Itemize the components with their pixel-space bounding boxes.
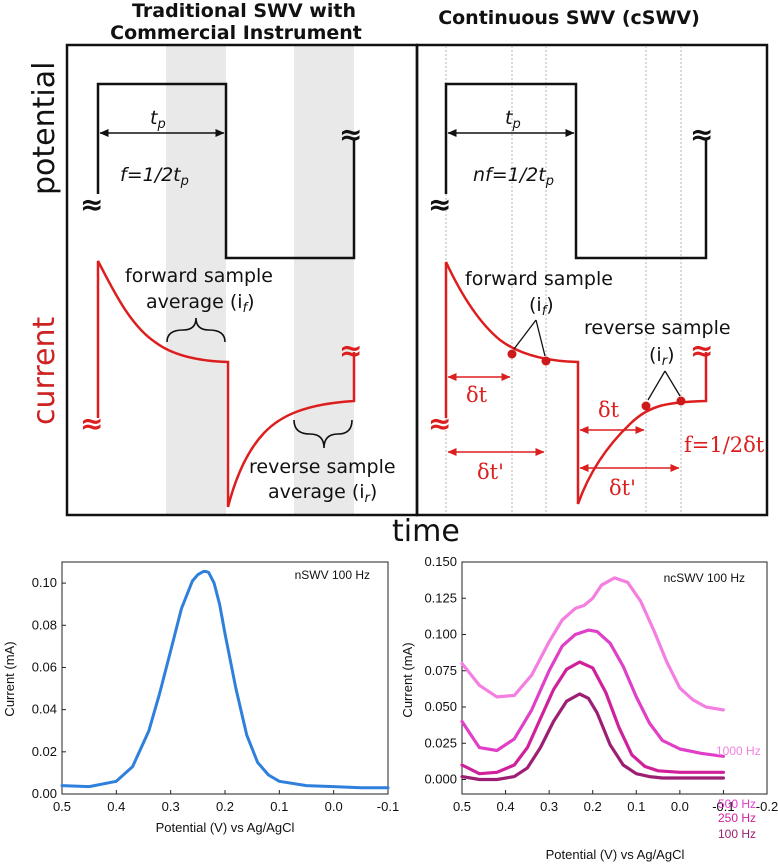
left-title-line1: Traditional SWV with xyxy=(132,0,356,22)
left-tp-label: tp xyxy=(150,107,166,132)
series-label-1000hz: 1000 Hz xyxy=(716,744,761,758)
left-potential-break-end-icon: ≈ xyxy=(339,118,362,151)
right-potential-waveform xyxy=(444,82,708,260)
right-current-break-icon: ≈ xyxy=(428,407,451,440)
nswv-ylabel: Current (mA) xyxy=(2,641,17,716)
y-tick-label: 0.075 xyxy=(424,663,457,678)
y-tick-label: 0.06 xyxy=(32,659,57,674)
dt-label-2: δt xyxy=(598,398,620,422)
y-tick-label: 0.08 xyxy=(32,617,57,632)
right-frame xyxy=(415,43,769,517)
y-tick-label: 0.00 xyxy=(32,786,57,801)
left-potential-waveform xyxy=(96,82,356,260)
forward-pointer-2 xyxy=(535,319,546,357)
x-tick-label: 0.5 xyxy=(53,799,71,814)
ncswv-xlabel: Potential (V) vs Ag/AgCl xyxy=(546,847,685,862)
ncswv-chart: 0.5 0.4 0.3 0.2 0.1 0.0 -0.1 -0.2 0.000 0.025 0.05… xyxy=(400,554,778,862)
left-reverse-brace xyxy=(293,419,353,449)
reverse-sample-shade xyxy=(294,45,354,515)
y-tick-label: 0.150 xyxy=(424,554,457,569)
right-current-trace xyxy=(444,261,708,505)
dt-label-1: δt xyxy=(466,383,488,407)
series-line-250-hz xyxy=(460,660,725,776)
nswv-plot-frame xyxy=(61,561,389,795)
reverse-sample-point-1 xyxy=(641,401,651,411)
y-tick-label: 0.10 xyxy=(32,575,57,590)
left-schematic: Traditional SWV with Commercial Instrume… xyxy=(65,0,419,517)
y-tick-label: 0.02 xyxy=(32,744,57,759)
right-frequency-label: nf=1/2tp xyxy=(473,164,554,189)
y-tick-label: 0.050 xyxy=(424,699,457,714)
series-label-250hz: 250 Hz xyxy=(718,811,756,825)
x-tick-label: 0.3 xyxy=(540,799,558,814)
left-frequency-label: f=1/2tp xyxy=(120,164,189,189)
x-tick-label: 0.3 xyxy=(162,799,180,814)
forward-sample-point-2 xyxy=(541,356,551,366)
x-tick-label: 0.1 xyxy=(270,799,288,814)
right-forward-label: forward sample xyxy=(465,268,613,290)
potential-axis-label: potential xyxy=(27,62,62,195)
x-tick-label: -0.2 xyxy=(756,799,778,814)
forward-pointer-1 xyxy=(513,319,537,350)
time-axis-label: time xyxy=(392,514,460,549)
reverse-pointer-1 xyxy=(647,370,666,401)
x-tick-label: 0.0 xyxy=(325,799,343,814)
series-line-nswv-100-hz xyxy=(60,570,390,790)
y-tick-label: 0.125 xyxy=(424,590,457,605)
ncswv-plot-frame xyxy=(461,561,768,795)
right-title: Continuous SWV (cSWV) xyxy=(438,7,700,29)
x-tick-label: 0.4 xyxy=(107,799,125,814)
ncswv-ylabel: Current (mA) xyxy=(400,642,415,717)
x-tick-label: 0.5 xyxy=(453,799,471,814)
left-potential-break-icon: ≈ xyxy=(80,188,103,221)
left-forward-brace xyxy=(166,317,226,343)
x-tick-label: 0.1 xyxy=(627,799,645,814)
right-reverse-i-label: (ir) xyxy=(649,344,674,369)
right-potential-break-end-icon: ≈ xyxy=(690,118,713,151)
dt-prime-label-2: δt' xyxy=(609,476,636,500)
reverse-sample-point-2 xyxy=(676,396,686,406)
y-tick-label: 0.04 xyxy=(32,702,57,717)
x-tick-label: -0.1 xyxy=(712,799,734,814)
left-current-trace xyxy=(96,260,356,508)
left-reverse-label-line1: reverse sample xyxy=(249,456,396,478)
nswv-annotation: nSWV 100 Hz xyxy=(295,568,370,582)
series-label-500hz: 500 Hz xyxy=(718,797,756,811)
left-reverse-label-line2: average (ir) xyxy=(268,481,377,506)
x-tick-label: 0.2 xyxy=(584,799,602,814)
right-reverse-label: reverse sample xyxy=(584,317,731,339)
left-forward-label-line1: forward sample xyxy=(125,265,273,287)
x-tick-label: -0.1 xyxy=(377,799,399,814)
nswv-xlabel: Potential (V) vs Ag/AgCl xyxy=(156,820,295,835)
forward-sample-point-1 xyxy=(507,349,517,359)
left-title-line2: Commercial Instrument xyxy=(110,22,362,44)
right-tp-label: tp xyxy=(505,107,521,132)
ncswv-annotation: ncSWV 100 Hz xyxy=(664,571,745,585)
x-tick-label: 0.0 xyxy=(671,799,689,814)
forward-sample-shade xyxy=(166,45,226,515)
y-tick-label: 0.100 xyxy=(424,627,457,642)
right-potential-break-icon: ≈ xyxy=(428,188,451,221)
cswv-frequency-label: f=1/2δt xyxy=(684,433,765,457)
left-current-break-end-icon: ≈ xyxy=(339,334,362,367)
series-line-500-hz xyxy=(460,628,725,758)
y-tick-label: 0.000 xyxy=(424,772,457,787)
current-axis-label: current xyxy=(27,317,62,425)
right-schematic: Continuous SWV (cSWV) ≈ ≈ tp nf=1/2tp ≈ … xyxy=(415,7,769,517)
dt-prime-label-1: δt' xyxy=(477,460,504,484)
series-line-1000-hz xyxy=(460,576,725,712)
nswv-chart: 0.5 0.4 0.3 0.2 0.1 0.0 -0.1 0.00 0.02 0.04 0.06 0.… xyxy=(2,561,399,835)
x-tick-label: 0.2 xyxy=(216,799,234,814)
left-forward-label-line2: average (if) xyxy=(146,291,255,316)
y-tick-label: 0.025 xyxy=(424,735,457,750)
reverse-pointer-2 xyxy=(664,370,681,397)
right-current-break-end-icon: ≈ xyxy=(690,334,713,367)
series-line-100-hz xyxy=(460,692,725,782)
series-label-100hz: 100 Hz xyxy=(718,827,756,841)
right-forward-i-label: (if) xyxy=(529,294,554,319)
left-current-break-icon: ≈ xyxy=(80,407,103,440)
x-tick-label: 0.4 xyxy=(497,799,515,814)
